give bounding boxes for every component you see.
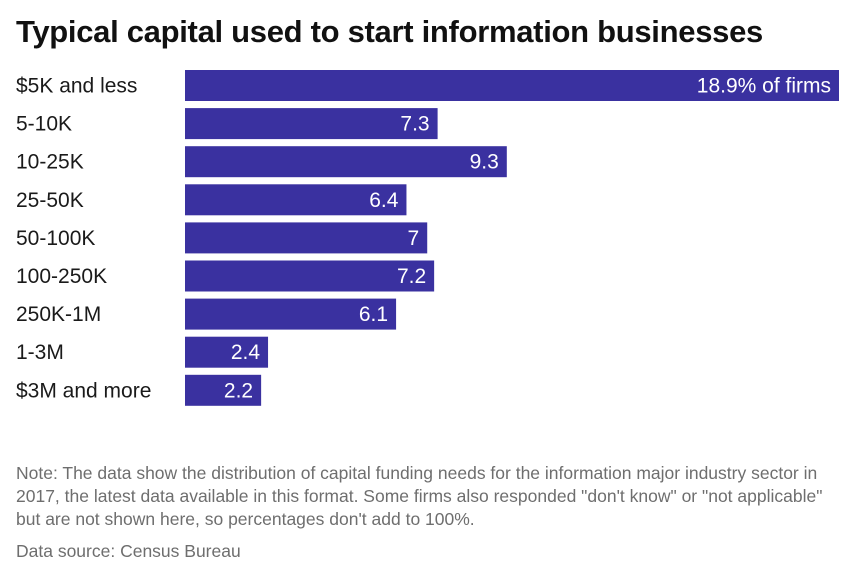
bar <box>185 374 262 406</box>
bar <box>185 260 435 292</box>
value-label: 7.3 <box>400 113 429 136</box>
category-label: 1-3M <box>16 341 64 364</box>
bar <box>185 298 397 330</box>
value-label: 18.9% of firms <box>697 75 831 98</box>
data-source: Data source: Census Bureau <box>16 541 241 561</box>
value-label: 2.2 <box>224 379 253 402</box>
category-label: 250K-1M <box>16 303 101 326</box>
category-label: 100-250K <box>16 265 107 288</box>
value-label: 6.4 <box>369 189 399 212</box>
chart-note: Note: The data show the distribution of … <box>16 463 823 529</box>
value-label: 6.1 <box>359 303 388 326</box>
value-label: 7.2 <box>397 265 426 288</box>
category-label: $5K and less <box>16 75 137 98</box>
value-label: 9.3 <box>470 151 499 174</box>
bar <box>185 336 269 368</box>
value-label: 7 <box>408 227 420 250</box>
category-label: 50-100K <box>16 227 95 250</box>
category-label: 25-50K <box>16 189 84 212</box>
chart-title: Typical capital used to start informatio… <box>16 14 763 49</box>
bar <box>185 108 438 140</box>
bar <box>185 146 507 178</box>
category-label: 5-10K <box>16 113 72 136</box>
category-label: 10-25K <box>16 151 84 174</box>
bar <box>185 70 839 101</box>
value-label: 2.4 <box>231 341 261 364</box>
bar <box>185 184 407 216</box>
category-label: $3M and more <box>16 379 151 402</box>
bar <box>185 222 428 254</box>
